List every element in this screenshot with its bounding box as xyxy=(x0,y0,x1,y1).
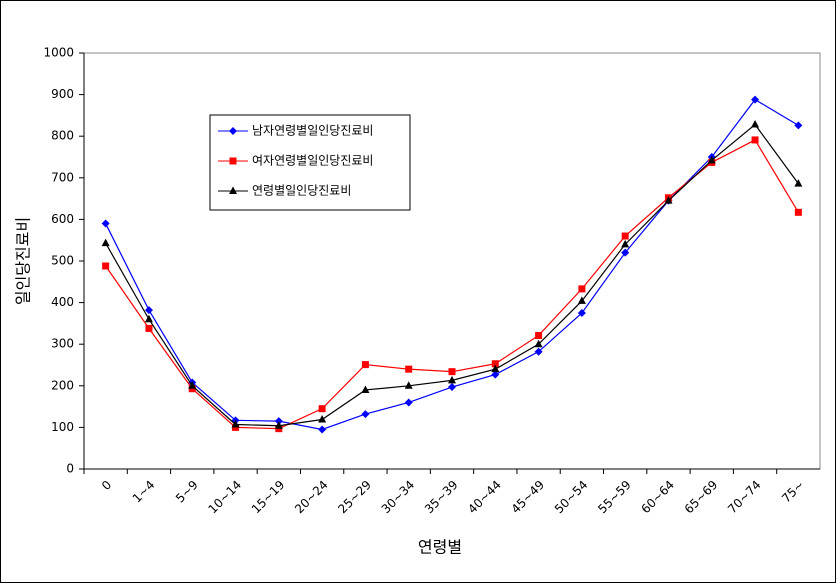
point xyxy=(534,347,543,356)
point xyxy=(491,360,499,368)
point xyxy=(101,238,110,247)
point xyxy=(144,314,153,323)
point xyxy=(578,285,586,293)
point xyxy=(577,309,586,317)
y-tick-label: 800 xyxy=(51,129,74,143)
y-tick-label: 300 xyxy=(51,337,74,351)
point xyxy=(707,155,716,164)
x-axis-label: 연령별 xyxy=(418,538,462,557)
point xyxy=(448,383,456,392)
legend-label: 남자연령별일인당진료비 xyxy=(252,124,373,138)
point xyxy=(318,405,326,413)
y-tick-label: 0 xyxy=(66,462,74,476)
point xyxy=(577,296,586,304)
point xyxy=(621,239,630,248)
point xyxy=(751,95,760,104)
point xyxy=(621,248,630,257)
point xyxy=(361,385,370,393)
point xyxy=(404,381,413,389)
y-tick-label: 1000 xyxy=(43,46,74,60)
point xyxy=(231,419,240,428)
point xyxy=(318,414,327,423)
y-tick-label: 700 xyxy=(51,170,74,184)
point xyxy=(405,365,413,373)
point xyxy=(404,398,413,407)
point xyxy=(229,157,237,165)
y-axis-label: 일인당진료비 xyxy=(14,217,33,305)
point xyxy=(448,375,456,384)
point xyxy=(751,120,760,128)
point xyxy=(229,186,237,194)
point xyxy=(491,370,500,379)
point xyxy=(448,368,456,376)
point xyxy=(535,331,543,339)
point xyxy=(274,421,283,429)
legend-label: 여자연령별일인당진료비 xyxy=(252,154,373,168)
legend-label: 연령별일인당진료비 xyxy=(252,184,351,198)
point xyxy=(361,361,369,369)
y-tick-label: 100 xyxy=(51,420,74,434)
point xyxy=(229,127,237,135)
point xyxy=(794,208,802,216)
point xyxy=(491,364,500,373)
point xyxy=(144,306,153,315)
point xyxy=(361,410,370,419)
point xyxy=(145,324,153,332)
point xyxy=(664,196,673,204)
point xyxy=(188,381,197,389)
point xyxy=(751,136,759,144)
point xyxy=(101,219,110,228)
y-tick-label: 900 xyxy=(51,87,74,101)
point xyxy=(274,417,283,426)
point xyxy=(318,425,327,434)
point xyxy=(794,121,803,130)
y-tick-label: 400 xyxy=(51,295,74,309)
y-tick-label: 600 xyxy=(51,212,74,226)
y-tick-label: 200 xyxy=(51,378,74,392)
point xyxy=(534,339,543,348)
y-tick-label: 500 xyxy=(51,254,74,268)
point xyxy=(794,179,803,187)
point xyxy=(621,232,629,240)
point xyxy=(102,262,110,270)
